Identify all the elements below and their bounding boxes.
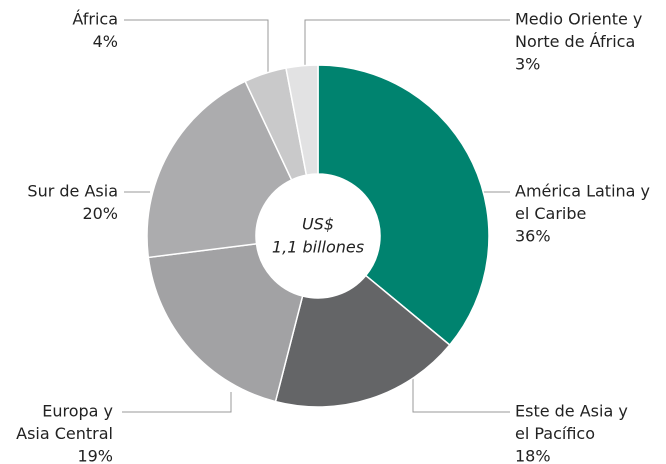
leader-line <box>122 392 232 413</box>
slice-label: Asia Central <box>16 424 113 443</box>
leader-line <box>304 19 510 68</box>
slice-label: el Pacífico <box>515 424 595 443</box>
slice-value-label: 3% <box>515 55 540 74</box>
slice-value-label: 36% <box>515 227 551 246</box>
leader-line <box>412 370 510 413</box>
slice-label: el Caribe <box>515 204 586 223</box>
slice-label: Sur de Asia <box>27 182 118 201</box>
slice-label: Este de Asia y <box>515 402 628 421</box>
slice-label: Medio Oriente y <box>515 10 642 29</box>
slice-label: América Latina y <box>515 182 650 201</box>
slice-value-label: 19% <box>77 447 113 464</box>
center-label: 1,1 billones <box>272 238 364 257</box>
slice-value-label: 4% <box>93 32 118 51</box>
slice-value-label: 20% <box>82 204 118 223</box>
slice-label: África <box>72 10 118 29</box>
slice-label: Norte de África <box>515 32 635 51</box>
slice-label: Europa y <box>42 402 113 421</box>
leader-line <box>124 19 269 88</box>
center-label: US$ <box>302 215 334 234</box>
slice-value-label: 18% <box>515 447 551 464</box>
donut-hole <box>256 174 380 298</box>
